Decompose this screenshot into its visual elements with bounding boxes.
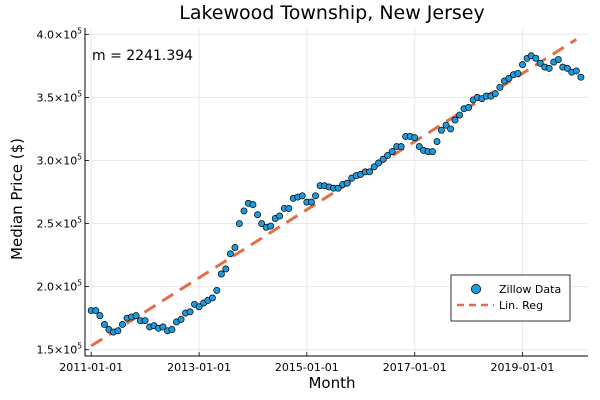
y-tick-labels: 1.5×105 2.0×105 2.5×105 3.0×105 3.5×105 4.0×1… [37, 26, 83, 356]
regression-line [90, 38, 578, 348]
data-point [545, 64, 553, 72]
data-point [249, 201, 257, 209]
data-point [114, 327, 122, 335]
y-tick-label: 3.5×105 [37, 89, 83, 104]
data-point [554, 56, 562, 63]
data-point [240, 207, 248, 215]
legend-marker-zillow [470, 283, 481, 294]
data-point [375, 159, 383, 167]
data-point [433, 138, 441, 145]
y-tick-label: 4.0×105 [37, 26, 83, 41]
data-point [101, 321, 108, 328]
data-point [343, 179, 351, 187]
data-point [119, 321, 126, 328]
data-point [213, 286, 221, 294]
data-point [186, 308, 194, 316]
x-tick-label: 2015-01-01 [275, 361, 339, 374]
data-point [258, 220, 266, 227]
axes [84, 28, 588, 357]
data-point [491, 90, 499, 98]
data-point [132, 312, 140, 320]
y-tick-label: 2.5×105 [37, 216, 83, 231]
data-point [563, 64, 571, 72]
data-point [428, 148, 436, 156]
data-point [231, 244, 239, 251]
chart-title: Lakewood Township, New Jersey [179, 2, 485, 24]
data-point [298, 192, 306, 200]
x-tick-label: 2019-01-01 [490, 361, 554, 374]
data-point [370, 163, 378, 171]
data-point [519, 61, 526, 69]
data-point [217, 270, 225, 278]
data-point [505, 75, 513, 82]
legend-box [450, 274, 571, 322]
data-point [447, 125, 455, 133]
data-point [456, 111, 464, 119]
data-point [92, 307, 100, 315]
data-point [536, 59, 544, 67]
data-point [572, 67, 580, 75]
regression-line-group [90, 38, 578, 348]
data-point [442, 121, 450, 129]
data-point [312, 192, 319, 200]
data-point [141, 317, 149, 325]
x-tick-labels: 2011-01-01 2013-01-01 2015-01-01 2017-01-01… [59, 361, 554, 374]
data-point [388, 148, 396, 156]
data-point [366, 168, 374, 176]
legend-label-linreg: Lin. Reg [499, 299, 543, 312]
x-tick-label: 2013-01-01 [167, 361, 231, 374]
data-point [254, 211, 261, 219]
x-axis-label: Month [308, 374, 355, 392]
data-point [168, 326, 176, 333]
data-point [285, 204, 293, 212]
x-tick-label: 2011-01-01 [59, 361, 123, 374]
legend-label-zillow: Zillow Data [499, 283, 561, 296]
data-point [465, 104, 473, 111]
data-point [208, 294, 216, 302]
data-point [384, 151, 392, 159]
data-point [496, 83, 504, 91]
data-point [514, 69, 522, 77]
y-tick-label: 1.5×105 [37, 342, 83, 357]
data-point [222, 265, 230, 273]
data-points [87, 52, 585, 336]
slope-annotation: m = 2241.394 [92, 48, 193, 64]
data-point [177, 315, 185, 323]
data-point [437, 126, 445, 134]
data-point [226, 250, 234, 258]
data-point [334, 184, 342, 192]
grid [85, 28, 588, 356]
data-point [451, 116, 459, 124]
data-point [379, 155, 387, 163]
x-tick-label: 2017-01-01 [383, 361, 447, 374]
y-tick-label: 3.0×105 [37, 152, 83, 167]
data-point [397, 143, 405, 151]
data-point [159, 323, 167, 331]
data-point [235, 220, 243, 227]
data-point [411, 134, 419, 142]
data-point [267, 222, 275, 230]
data-point [276, 212, 284, 220]
data-point [577, 73, 585, 81]
data-point [307, 198, 315, 206]
legend: Zillow Data Lin. Reg [450, 274, 571, 322]
data-point [532, 54, 540, 62]
data-point [96, 312, 104, 320]
y-tick-label: 2.0×105 [37, 279, 83, 294]
data-point [195, 303, 203, 311]
y-axis-label: Median Price ($) [8, 138, 26, 260]
